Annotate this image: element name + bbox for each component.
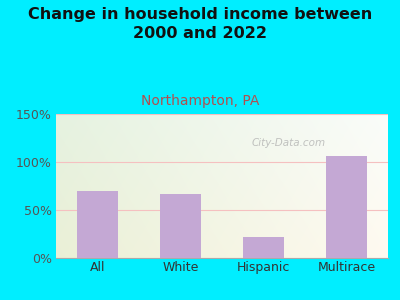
Text: City-Data.com: City-Data.com [251,138,326,148]
Text: Northampton, PA: Northampton, PA [141,94,259,109]
Text: Change in household income between
2000 and 2022: Change in household income between 2000 … [28,8,372,41]
Bar [77,191,118,258]
Bar [326,156,367,258]
Bar [243,237,284,258]
Bar [160,194,201,258]
